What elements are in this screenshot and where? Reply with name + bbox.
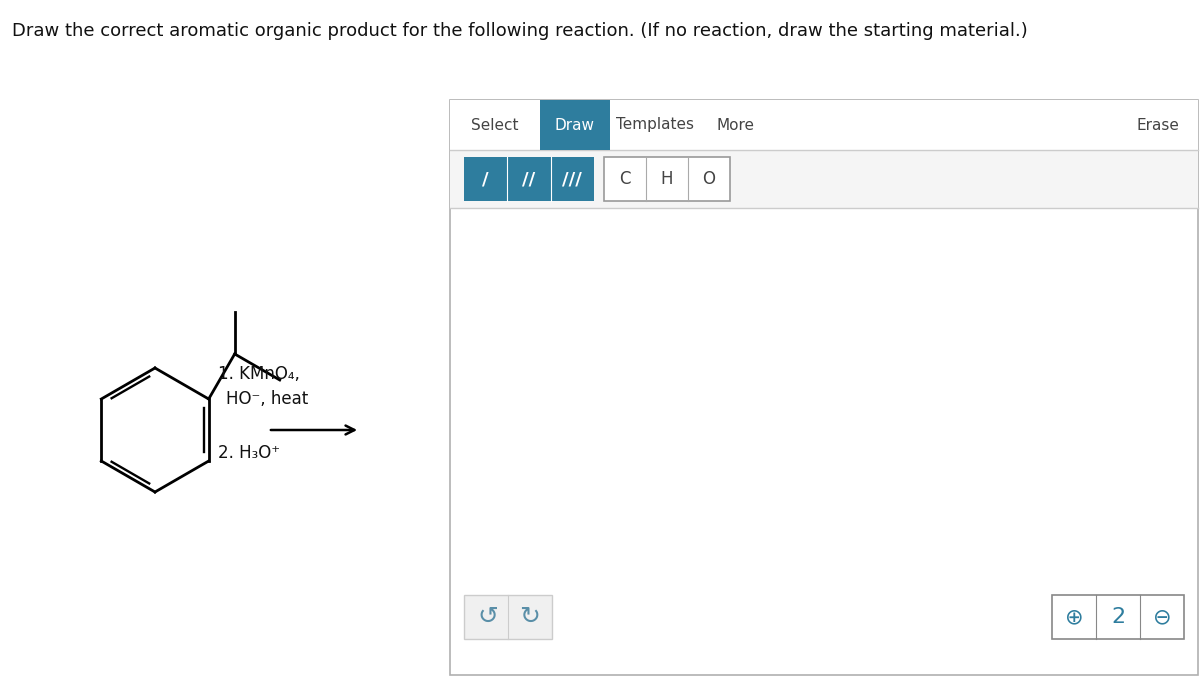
Text: ↻: ↻ [520, 605, 540, 629]
Text: //: // [522, 170, 535, 188]
Text: ⊕: ⊕ [1064, 607, 1084, 627]
Text: C: C [619, 170, 631, 188]
Bar [450, 100, 1198, 150]
Text: 1. KMnO₄,: 1. KMnO₄, [218, 365, 300, 383]
Text: Erase: Erase [1136, 118, 1180, 132]
Text: Draw the correct aromatic organic product for the following reaction. (If no rea: Draw the correct aromatic organic produc… [12, 22, 1027, 40]
Bar [450, 150, 1198, 208]
Text: O: O [702, 170, 715, 188]
Text: Select: Select [472, 118, 518, 132]
Text: More: More [716, 118, 754, 132]
Text: HO⁻, heat: HO⁻, heat [226, 390, 308, 408]
Text: ///: /// [563, 170, 582, 188]
Bar [604, 157, 730, 201]
Text: 2. H₃O⁺: 2. H₃O⁺ [218, 444, 280, 462]
Bar [1052, 595, 1184, 639]
Text: ↺: ↺ [478, 605, 498, 629]
Text: Draw: Draw [554, 118, 595, 132]
Text: /: / [482, 170, 488, 188]
Bar [540, 100, 610, 150]
Text: Templates: Templates [616, 118, 694, 132]
Bar [464, 595, 552, 639]
Text: 2: 2 [1111, 607, 1126, 627]
Text: ⊖: ⊖ [1153, 607, 1171, 627]
Text: H: H [661, 170, 673, 188]
Bar [450, 100, 1198, 675]
Bar [464, 157, 594, 201]
